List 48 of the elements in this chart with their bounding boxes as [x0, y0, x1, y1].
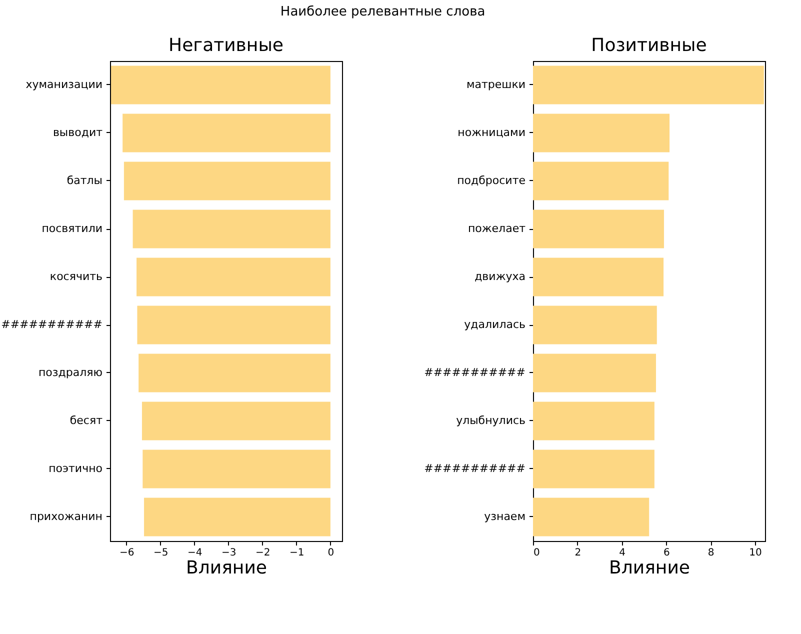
chart-title: Позитивные — [591, 35, 707, 56]
y-tick-label: пожелает — [468, 222, 526, 235]
y-tick-label: бесят — [70, 414, 104, 427]
y-tick-label: матрешки — [466, 78, 526, 91]
chart-title: Негативные — [168, 35, 284, 56]
x-tick-label: −6 — [119, 548, 134, 558]
bar — [533, 498, 650, 536]
x-tick-label: 8 — [708, 548, 714, 558]
x-tick-label: −5 — [153, 548, 168, 558]
y-tick-label: улыбнулись — [456, 414, 526, 427]
y-tick-label: поэтично — [48, 462, 103, 475]
x-tick-label: 0 — [534, 548, 540, 558]
bar — [533, 306, 657, 344]
bar — [533, 66, 764, 104]
x-tick-label: −1 — [290, 548, 304, 558]
y-tick-label: ножницами — [458, 126, 526, 139]
x-tick-label: 2 — [574, 548, 582, 558]
bar — [533, 450, 654, 488]
y-tick-label: прихожанин — [30, 510, 102, 523]
y-tick-label: хуманизации — [26, 78, 102, 91]
y-tick-label: батлы — [66, 174, 102, 187]
text: Наиболее релевантные слова — [280, 4, 486, 20]
bar — [533, 402, 654, 440]
x-tick-label: −3 — [222, 548, 236, 558]
y-tick-label: поздраляю — [38, 366, 102, 379]
x-tick-label: −4 — [187, 548, 202, 558]
y-tick-label: выводит — [52, 126, 104, 139]
x-axis-title: Влияние — [186, 558, 267, 578]
y-tick-label: ########### — [1, 318, 102, 331]
x-axis-title: Влияние — [609, 558, 690, 578]
x-tick-label: −2 — [256, 548, 270, 558]
y-tick-label: узнаем — [484, 510, 526, 523]
y-tick-label: косячить — [50, 270, 102, 283]
y-tick-label: ########### — [424, 462, 526, 475]
x-tick-label: 0 — [328, 548, 334, 558]
x-tick-label: 6 — [664, 548, 670, 558]
y-tick-label: движуха — [474, 270, 526, 283]
bar — [533, 258, 664, 296]
bar — [533, 354, 656, 392]
x-tick-label: 4 — [619, 548, 626, 558]
y-tick-label: удалилась — [464, 318, 526, 331]
y-tick-label: ########### — [424, 366, 526, 379]
y-tick-label: посвятили — [42, 222, 102, 235]
x-tick-label: 10 — [749, 548, 762, 558]
bar — [533, 210, 664, 248]
bar — [533, 114, 670, 152]
y-tick-label: подбросите — [457, 174, 526, 187]
bar — [533, 162, 669, 200]
